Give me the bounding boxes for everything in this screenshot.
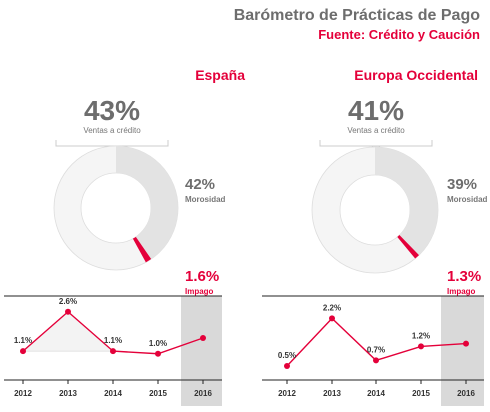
x-tick-label: 2014 [367,389,385,398]
data-point [155,350,161,357]
x-tick-label: 2013 [323,389,341,398]
area-highlight [22,311,114,352]
figure-subtitle: Fuente: Crédito y Caución [318,27,480,42]
non-payment-label: Impago [447,287,476,296]
sales-on-credit-label: Ventas a crédito [347,126,405,135]
region-title: España [195,67,245,83]
data-point [110,348,116,355]
data-point [463,340,469,347]
data-label: 2.6% [59,297,77,306]
non-payment-value: 1.6% [185,268,219,285]
data-point [20,348,26,355]
data-point [65,308,71,315]
late-payment-label: Morosidad [185,195,226,204]
data-point [200,335,206,341]
x-tick-label: 2016 [194,389,212,398]
donut-inner-edge [339,174,411,246]
x-tick-label: 2015 [149,389,167,398]
data-label: 1.2% [412,331,430,340]
x-tick-label: 2015 [412,389,430,398]
donut-inner-edge [80,172,152,244]
panel-europa-occidental: Europa Occidental 41%Ventas a crédito 39% M… [262,67,488,406]
data-point [329,315,335,322]
highlight-band-2016 [441,296,484,406]
data-label: 1.1% [104,336,122,345]
x-tick-label: 2013 [59,389,77,398]
donut-slice-late-payment [116,146,178,260]
highlight-band-2016 [181,296,222,406]
late-payment-value: 42% [185,176,215,193]
sales-on-credit-value: 43% [84,95,140,126]
x-tick-label: 2012 [14,389,32,398]
non-payment-value: 1.3% [447,268,481,285]
data-label: 1.0% [149,339,167,348]
x-tick-label: 2016 [457,389,475,398]
data-point [373,357,379,364]
sales-on-credit-value: 41% [348,95,404,126]
x-tick-label: 2012 [278,389,296,398]
late-payment-label: Morosidad [447,195,488,204]
donut-slice-non-payment [132,236,152,263]
data-label: 0.7% [367,345,385,354]
data-point [284,363,290,369]
data-label: 0.5% [278,351,296,360]
figure-title: Barómetro de Prácticas de Pago [234,7,481,24]
donut-slice-late-payment [375,147,439,256]
data-label: 1.1% [14,336,32,345]
late-payment-value: 39% [447,176,477,193]
donut-slice-non-payment [397,235,419,259]
data-point [418,343,424,350]
region-title: Europa Occidental [354,67,478,83]
sales-on-credit-label: Ventas a crédito [83,126,141,135]
x-tick-label: 2014 [104,389,122,398]
non-payment-label: Impago [185,287,214,296]
panel-espana: España 43%Ventas a crédito 42% Morosidad 1.6… [4,67,245,406]
data-label: 2.2% [323,303,341,312]
